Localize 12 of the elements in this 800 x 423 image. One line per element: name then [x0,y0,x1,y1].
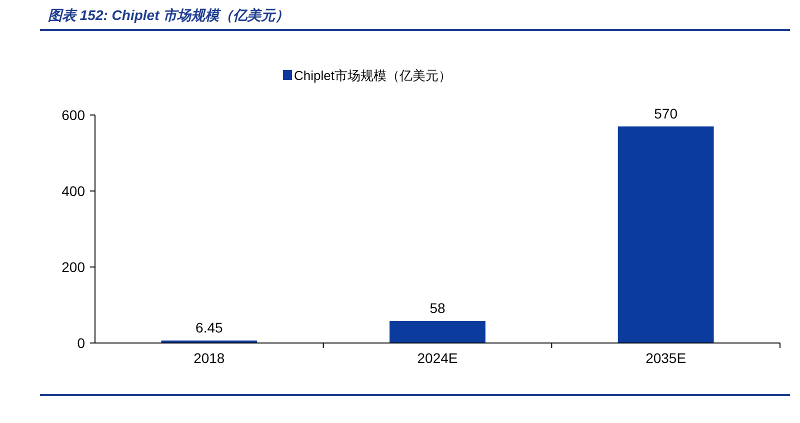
x-tick-label: 2035E [646,350,686,366]
title: 图表 152: Chiplet 市场规模（亿美元） [48,7,290,23]
y-tick-label: 600 [62,107,86,123]
y-tick-label: 400 [62,183,86,199]
y-tick-label: 200 [62,259,86,275]
x-tick-label: 2024E [417,350,458,366]
x-tick-label: 2018 [194,350,225,366]
data-label: 570 [654,105,678,122]
legend: Chiplet市场规模（亿美元） [283,68,452,83]
data-label: 6.45 [196,320,224,336]
data-label: 58 [430,300,446,316]
y-tick-label: 0 [77,335,86,351]
